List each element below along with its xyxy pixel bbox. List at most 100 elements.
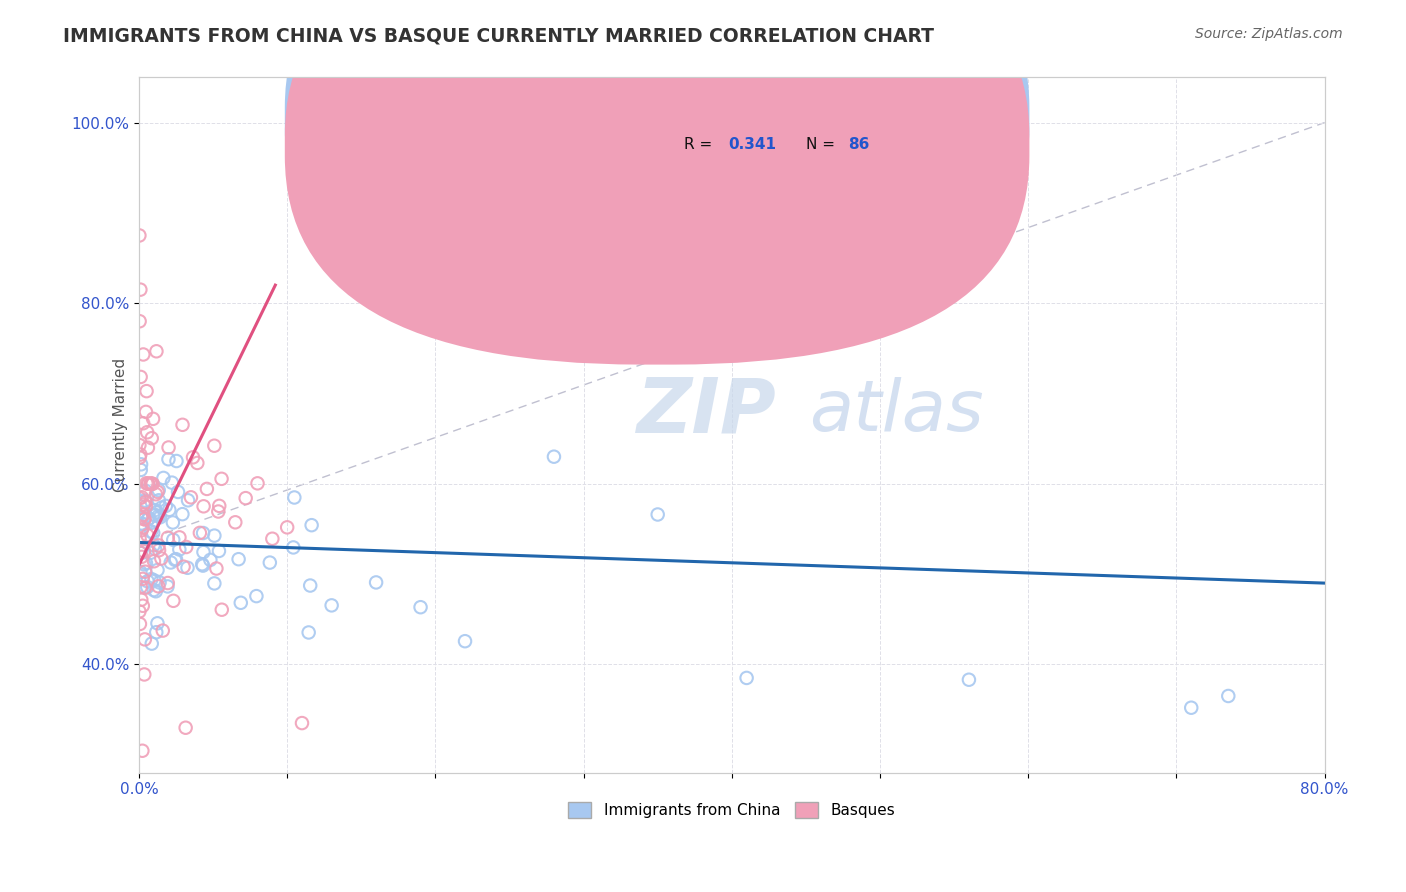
- Point: [180, 491, 202, 505]
- Point: [141, 572, 163, 586]
- Point: [162, 533, 184, 547]
- Point: [208, 499, 231, 513]
- Point: [174, 540, 197, 554]
- Point: [142, 582, 165, 597]
- Point: [152, 624, 174, 638]
- Point: [177, 493, 200, 508]
- Point: [235, 491, 257, 505]
- Point: [211, 472, 233, 486]
- Text: ZIP: ZIP: [637, 374, 776, 448]
- Text: N =: N =: [807, 137, 841, 153]
- Point: [229, 596, 252, 610]
- Point: [132, 416, 155, 430]
- Point: [136, 580, 159, 594]
- Point: [134, 493, 156, 508]
- Point: [321, 599, 343, 613]
- Point: [148, 579, 170, 593]
- Point: [134, 558, 156, 572]
- FancyBboxPatch shape: [285, 0, 1029, 365]
- Point: [134, 495, 156, 509]
- Point: [142, 538, 165, 552]
- Point: [143, 503, 166, 517]
- Point: [139, 476, 162, 491]
- Point: [129, 580, 152, 594]
- Point: [146, 563, 169, 577]
- Point: [193, 545, 215, 559]
- Point: [156, 531, 179, 545]
- Point: [146, 484, 169, 499]
- Point: [131, 521, 153, 535]
- Point: [188, 525, 211, 540]
- Point: [141, 516, 163, 530]
- Text: R =: R =: [685, 137, 717, 153]
- Point: [172, 507, 194, 521]
- Point: [148, 543, 170, 558]
- Point: [141, 476, 163, 491]
- Point: [134, 581, 156, 595]
- Point: [142, 476, 165, 491]
- Point: [246, 476, 269, 491]
- Point: [139, 476, 162, 491]
- Point: [146, 616, 169, 631]
- Point: [149, 510, 172, 524]
- Point: [131, 572, 153, 586]
- Point: [165, 552, 187, 566]
- Point: [131, 744, 153, 758]
- Point: [136, 441, 159, 455]
- Point: [262, 532, 284, 546]
- Point: [291, 716, 314, 731]
- Point: [162, 594, 184, 608]
- Point: [191, 558, 214, 572]
- Point: [129, 448, 152, 462]
- Point: [195, 482, 218, 496]
- Point: [202, 439, 225, 453]
- Point: [146, 505, 169, 519]
- Point: [135, 556, 157, 570]
- Point: [143, 508, 166, 523]
- Point: [129, 546, 152, 560]
- Point: [159, 556, 181, 570]
- Point: [157, 503, 180, 517]
- Point: [134, 512, 156, 526]
- Point: [128, 604, 150, 618]
- Point: [128, 491, 150, 506]
- Point: [131, 523, 153, 537]
- Text: IMMIGRANTS FROM CHINA VS BASQUE CURRENTLY MARRIED CORRELATION CHART: IMMIGRANTS FROM CHINA VS BASQUE CURRENTL…: [63, 27, 934, 45]
- Point: [134, 565, 156, 579]
- Point: [259, 556, 281, 570]
- Point: [207, 504, 229, 518]
- Point: [129, 500, 152, 514]
- Point: [283, 541, 305, 555]
- Point: [191, 558, 214, 573]
- Point: [135, 499, 157, 513]
- Point: [186, 456, 208, 470]
- Point: [131, 490, 153, 504]
- Point: [129, 283, 152, 297]
- Point: [202, 576, 225, 591]
- Point: [150, 551, 173, 566]
- Point: [169, 542, 191, 557]
- Point: [129, 458, 152, 472]
- Point: [129, 565, 152, 579]
- Point: [735, 671, 758, 685]
- Point: [1218, 689, 1240, 703]
- Point: [128, 314, 150, 328]
- Point: [131, 516, 153, 531]
- Point: [136, 476, 159, 491]
- Point: [150, 500, 173, 515]
- Point: [174, 721, 197, 735]
- Point: [134, 512, 156, 526]
- Point: [167, 485, 190, 500]
- Point: [143, 541, 166, 556]
- Point: [136, 528, 159, 542]
- Point: [148, 538, 170, 552]
- Point: [152, 471, 174, 485]
- Point: [136, 574, 159, 589]
- Point: [141, 431, 163, 445]
- Point: [135, 405, 157, 419]
- Text: Source: ZipAtlas.com: Source: ZipAtlas.com: [1195, 27, 1343, 41]
- Point: [142, 525, 165, 540]
- Point: [134, 483, 156, 498]
- FancyBboxPatch shape: [626, 95, 915, 168]
- Point: [298, 625, 321, 640]
